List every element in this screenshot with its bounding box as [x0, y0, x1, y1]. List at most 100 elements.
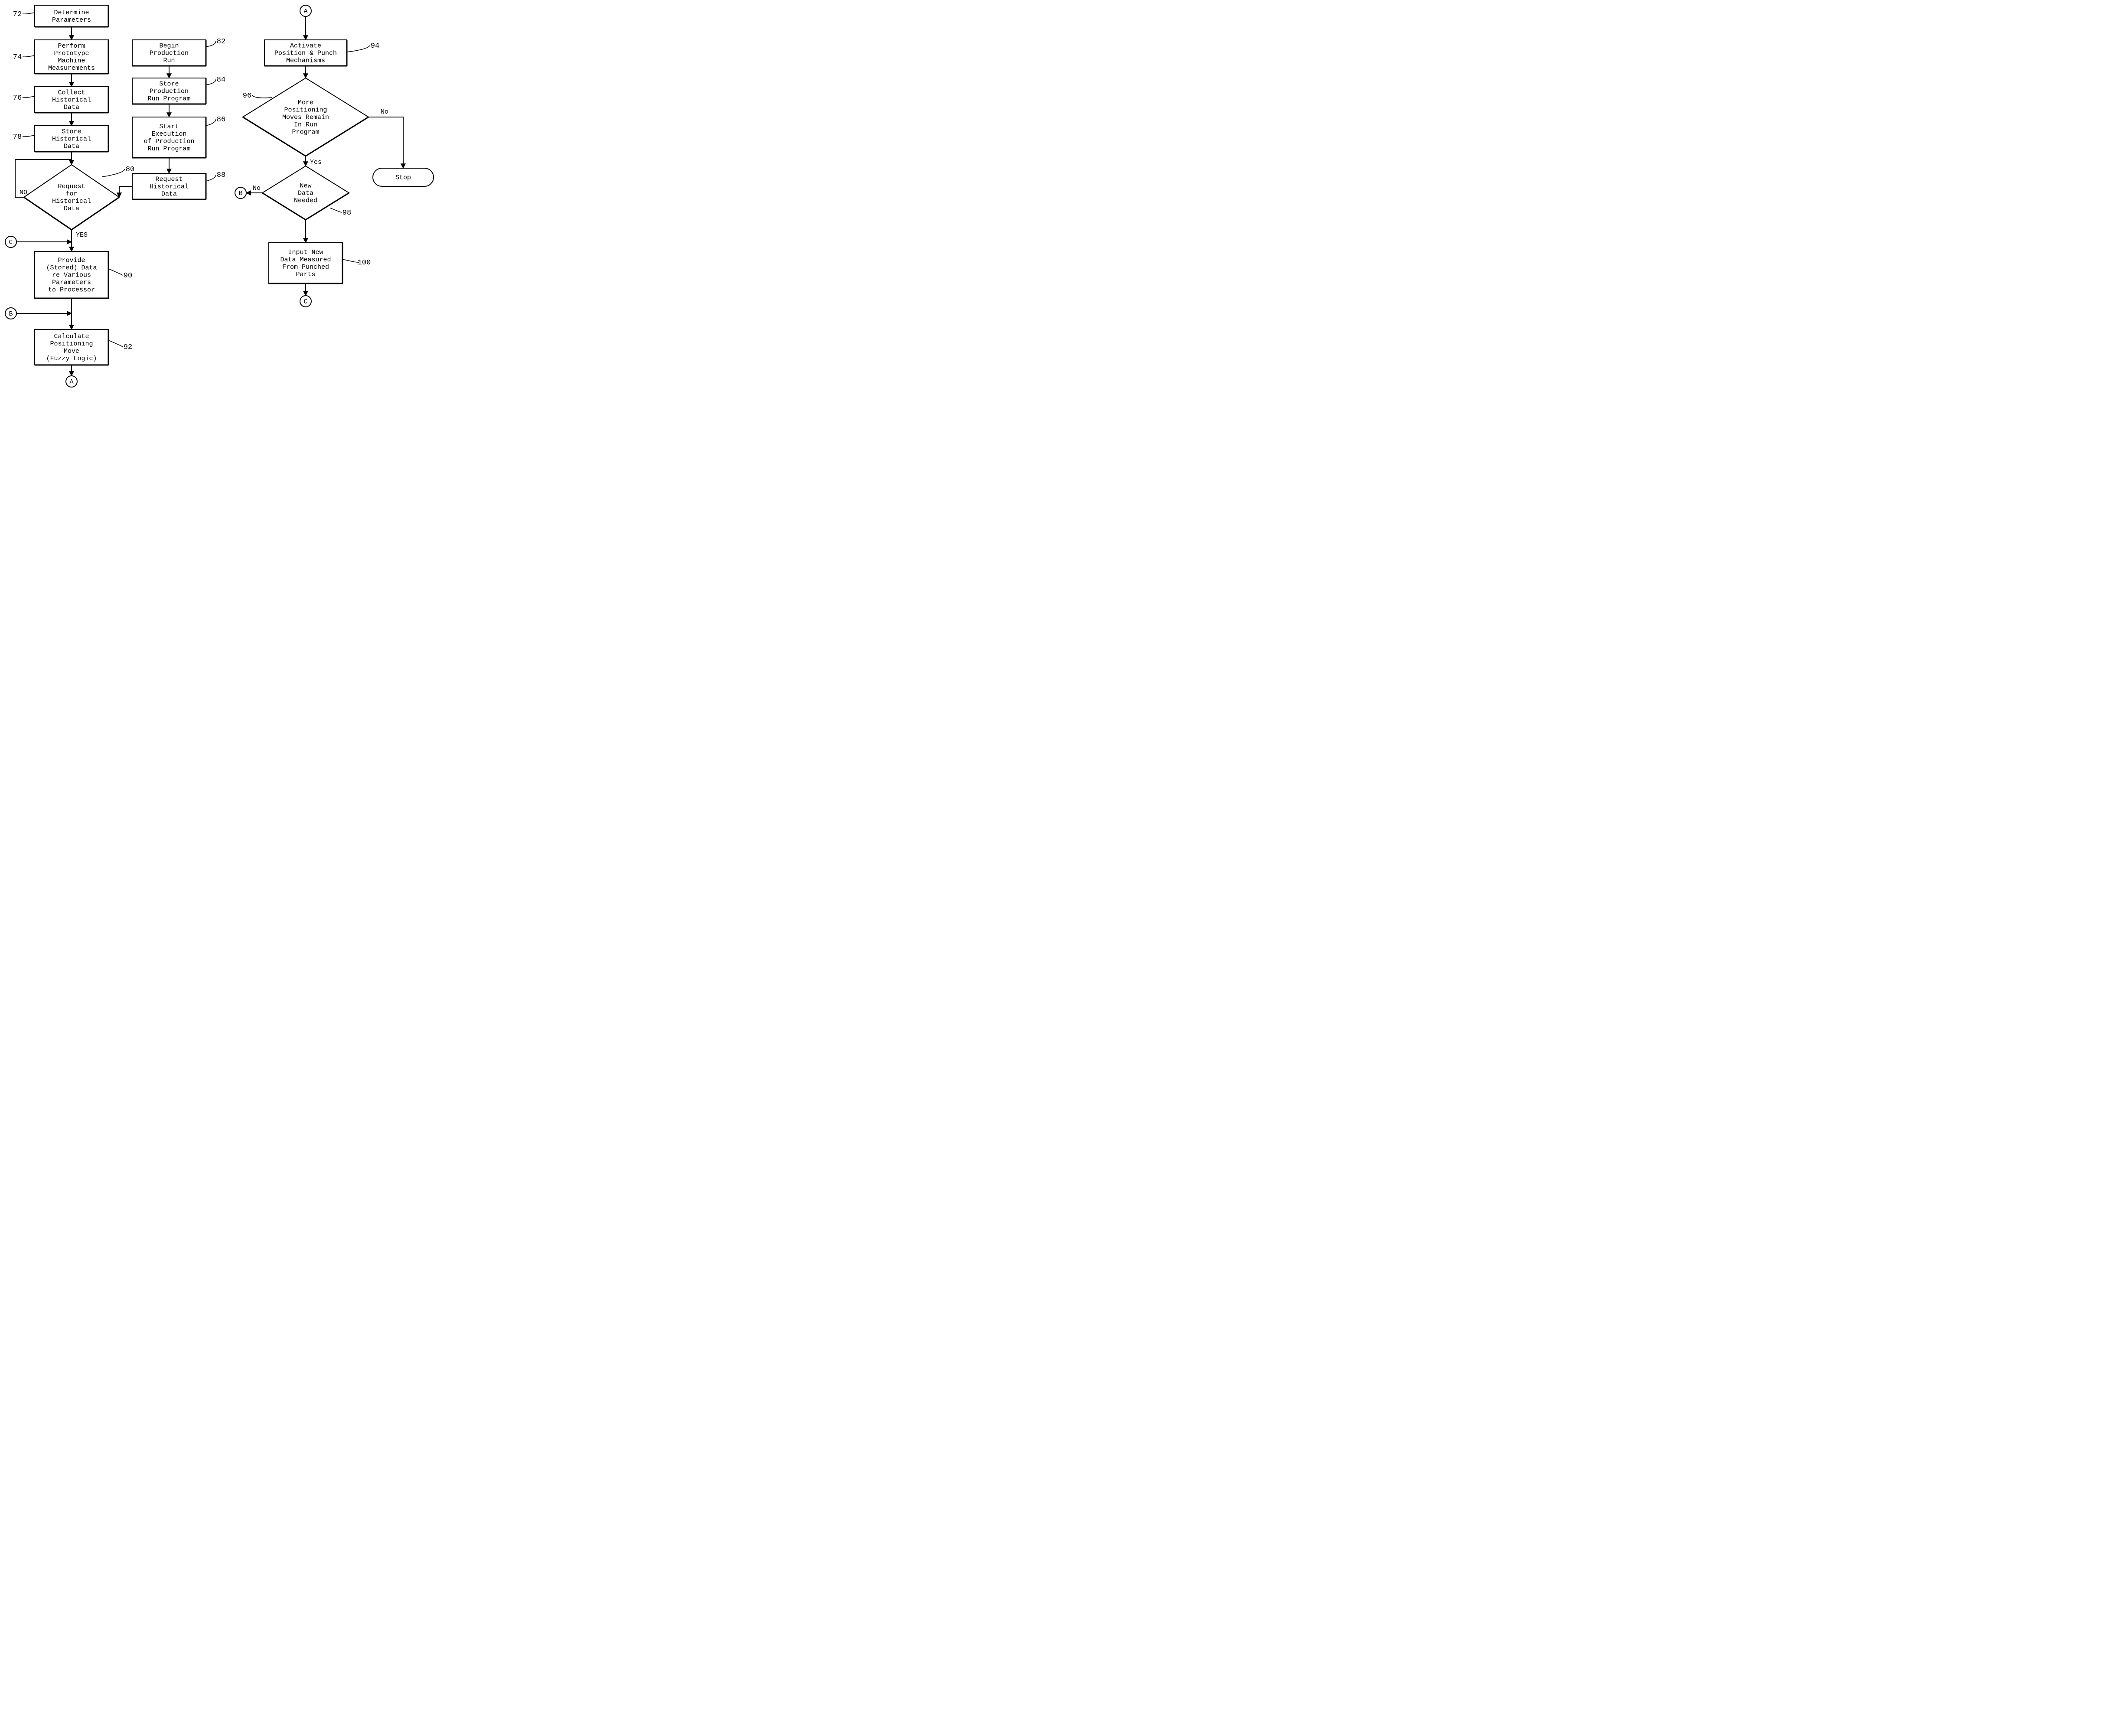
svg-text:Calculate: Calculate [54, 333, 89, 340]
ref-lead-82 [206, 41, 216, 47]
node-n94: ActivatePosition & PunchMechanisms [264, 40, 347, 66]
svg-text:(Fuzzy Logic): (Fuzzy Logic) [46, 355, 97, 362]
node-n80: RequestforHistoricalData [24, 165, 119, 230]
edge [369, 117, 403, 168]
svg-text:Data: Data [161, 190, 177, 198]
svg-text:B: B [238, 190, 242, 197]
svg-text:re Various: re Various [52, 271, 91, 279]
node-n74: PerformPrototypeMachineMeasurements [35, 40, 108, 74]
svg-text:Data Measured: Data Measured [280, 256, 331, 264]
ref-label-80: 80 [126, 166, 134, 174]
svg-text:Parts: Parts [296, 271, 315, 278]
svg-text:to Processor: to Processor [48, 286, 95, 293]
node-cA2: A [300, 5, 311, 16]
node-n92: CalculatePositioningMove(Fuzzy Logic) [35, 329, 108, 365]
ref-label-88: 88 [217, 171, 225, 179]
edge-label: Yes [310, 159, 322, 166]
edge-label: No [253, 185, 261, 192]
svg-text:Machine: Machine [58, 57, 85, 65]
svg-text:Store: Store [159, 80, 179, 88]
node-cA1: A [66, 376, 77, 387]
ref-label-100: 100 [358, 259, 371, 267]
svg-text:Run: Run [163, 57, 175, 64]
ref-label-90: 90 [124, 272, 132, 280]
ref-label-86: 86 [217, 116, 225, 124]
svg-text:Start: Start [159, 123, 179, 130]
svg-text:From Punched: From Punched [282, 264, 329, 271]
svg-text:Request: Request [58, 183, 85, 190]
ref-lead-88 [206, 175, 216, 181]
svg-text:for: for [65, 190, 77, 198]
svg-text:Parameters: Parameters [52, 279, 91, 286]
ref-label-76: 76 [13, 94, 22, 102]
ref-lead-74 [23, 55, 35, 57]
svg-text:Request: Request [155, 176, 183, 183]
flowchart-svg: NOYESNoYesNoDetermineParametersPerformPr… [0, 0, 529, 435]
svg-text:Historical: Historical [52, 96, 91, 104]
svg-text:Stop: Stop [395, 174, 411, 181]
svg-text:Run Program: Run Program [147, 95, 190, 102]
svg-text:Data: Data [64, 205, 79, 212]
ref-lead-72 [23, 13, 35, 14]
svg-text:(Stored) Data: (Stored) Data [46, 264, 97, 271]
ref-label-92: 92 [124, 343, 132, 352]
node-n76: CollectHistoricalData [35, 87, 108, 113]
ref-lead-80 [102, 169, 125, 177]
ref-label-94: 94 [371, 42, 379, 50]
svg-text:Data: Data [64, 143, 79, 150]
ref-lead-84 [206, 79, 216, 85]
node-cC1: C [5, 236, 16, 248]
svg-text:Prototype: Prototype [54, 50, 89, 57]
node-n98: NewDataNeeded [262, 166, 349, 220]
node-cB2: B [235, 187, 246, 199]
svg-text:Measurements: Measurements [48, 65, 95, 72]
svg-text:Parameters: Parameters [52, 16, 91, 24]
svg-text:New: New [300, 182, 311, 189]
ref-lead-76 [23, 96, 35, 98]
svg-text:Positioning: Positioning [284, 106, 327, 114]
ref-lead-100 [342, 259, 359, 262]
svg-text:Move: Move [64, 348, 79, 355]
ref-lead-78 [23, 135, 35, 137]
svg-text:Run Program: Run Program [147, 145, 190, 153]
ref-label-84: 84 [217, 76, 225, 84]
edge-label: No [381, 108, 388, 116]
node-stop: Stop [373, 168, 434, 186]
svg-text:Data: Data [64, 104, 79, 111]
svg-text:Historical: Historical [150, 183, 189, 190]
svg-text:Program: Program [292, 128, 319, 136]
ref-lead-98 [330, 208, 342, 212]
ref-lead-86 [206, 119, 216, 126]
node-n84: StoreProductionRun Program [132, 78, 206, 104]
svg-text:Determine: Determine [54, 9, 89, 16]
svg-text:More: More [298, 99, 313, 106]
ref-label-74: 74 [13, 53, 22, 62]
svg-text:Perform: Perform [58, 42, 85, 50]
svg-text:Collect: Collect [58, 89, 85, 96]
svg-text:In Run: In Run [294, 121, 317, 128]
svg-text:Mechanisms: Mechanisms [286, 57, 325, 64]
node-n86: StartExecutionof ProductionRun Program [132, 117, 206, 158]
edge-label: YES [76, 231, 88, 239]
svg-text:Historical: Historical [52, 135, 91, 143]
svg-text:C: C [9, 239, 13, 246]
node-n82: BeginProductionRun [132, 40, 206, 66]
ref-label-82: 82 [217, 38, 225, 46]
svg-text:Production: Production [150, 49, 189, 57]
svg-text:Position & Punch: Position & Punch [274, 49, 337, 57]
ref-label-98: 98 [342, 209, 351, 217]
node-n88: RequestHistoricalData [132, 173, 206, 199]
node-n72: DetermineParameters [35, 5, 108, 27]
ref-lead-90 [108, 269, 123, 275]
svg-text:A: A [303, 8, 307, 15]
ref-lead-92 [108, 340, 123, 347]
node-cB1: B [5, 308, 16, 319]
ref-lead-96 [252, 95, 272, 98]
node-n90: Provide(Stored) Datare VariousParameters… [35, 251, 108, 298]
node-cC2: C [300, 296, 311, 307]
svg-text:C: C [303, 298, 307, 306]
svg-text:Execution: Execution [151, 130, 186, 138]
svg-text:Production: Production [150, 88, 189, 95]
svg-text:Begin: Begin [159, 42, 179, 49]
svg-text:Needed: Needed [294, 197, 317, 204]
